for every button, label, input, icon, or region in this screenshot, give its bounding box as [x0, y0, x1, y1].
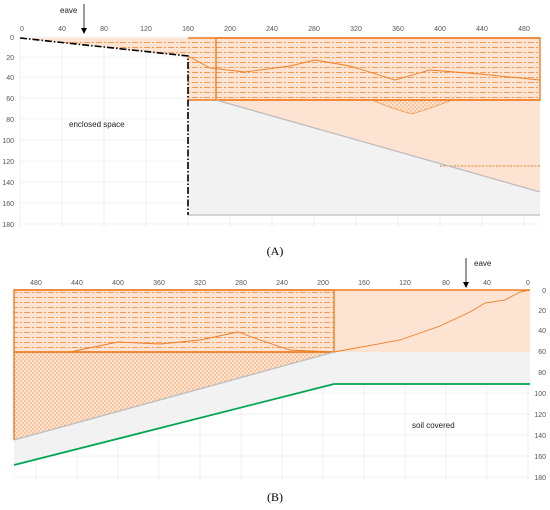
panel-a-eave-arrow — [81, 4, 87, 34]
panel-b-eave-label: eave — [474, 259, 492, 268]
y-tick: 180 — [534, 475, 546, 482]
panel-b-x-tick-labels: 480 440 400 360 320 280 240 200 160 120 … — [30, 280, 530, 287]
y-tick: 120 — [534, 412, 546, 419]
x-tick: 120 — [399, 280, 411, 287]
panel-a-y-tick-labels: 0 20 40 60 80 100 120 140 160 180 — [2, 35, 14, 229]
panel-b-soil-covered-label: soil covered — [412, 421, 455, 430]
x-tick: 80 — [100, 26, 108, 33]
y-tick: 180 — [2, 222, 14, 229]
panel-b-diagram: 480 440 400 360 320 280 240 200 160 120 … — [13, 258, 546, 482]
panel-a-enclosed-space-label: enclosed space — [69, 120, 125, 129]
x-tick: 400 — [434, 26, 446, 33]
y-tick: 0 — [542, 288, 546, 295]
y-tick: 40 — [538, 328, 546, 335]
y-tick: 140 — [534, 433, 546, 440]
x-tick: 280 — [308, 26, 320, 33]
panel-a-caption: (A) — [267, 244, 284, 258]
x-tick: 400 — [112, 280, 124, 287]
x-tick: 0 — [20, 26, 24, 33]
panel-b-ground-band — [14, 352, 530, 465]
y-tick: 140 — [2, 180, 14, 187]
panel-b-caption: (B) — [267, 490, 283, 504]
x-tick: 120 — [140, 26, 152, 33]
x-tick: 40 — [483, 280, 491, 287]
panel-b-orange-outline — [13, 289, 531, 440]
x-tick: 480 — [30, 280, 42, 287]
x-tick: 320 — [194, 280, 206, 287]
x-tick: 240 — [266, 26, 278, 33]
x-tick: 320 — [350, 26, 362, 33]
panel-b-y-tick-labels: 0 20 40 60 80 100 120 140 160 180 — [534, 288, 546, 482]
panel-b-grey-slope — [13, 351, 335, 441]
y-tick: 120 — [2, 159, 14, 166]
y-tick: 80 — [6, 117, 14, 124]
panel-a-building-outline — [19, 37, 189, 215]
x-tick: 360 — [153, 280, 165, 287]
x-tick: 280 — [235, 280, 247, 287]
x-tick: 200 — [224, 26, 236, 33]
panel-a-dotted-lens — [371, 99, 453, 115]
x-tick: 80 — [442, 280, 450, 287]
y-tick: 20 — [538, 308, 546, 315]
x-tick: 440 — [476, 26, 488, 33]
panel-a-diagram: 0 40 80 120 160 200 240 280 320 360 400 … — [2, 4, 541, 229]
x-tick: 240 — [276, 280, 288, 287]
panel-b-eave-arrow — [463, 258, 469, 288]
y-tick: 100 — [2, 138, 14, 145]
x-tick: 40 — [58, 26, 66, 33]
x-tick: 440 — [71, 280, 83, 287]
x-tick: 480 — [518, 26, 530, 33]
x-tick: 0 — [526, 280, 530, 287]
y-tick: 100 — [534, 391, 546, 398]
panel-a-roof-hatch — [20, 38, 540, 100]
panel-a-ground-area — [188, 100, 540, 215]
x-tick: 200 — [317, 280, 329, 287]
y-tick: 0 — [10, 35, 14, 42]
panel-a-x-tick-labels: 0 40 80 120 160 200 240 280 320 360 400 … — [20, 26, 530, 33]
panel-b-roof-hatch — [14, 290, 334, 352]
panel-b-soil-line — [13, 383, 530, 466]
x-tick: 160 — [182, 26, 194, 33]
x-tick: 360 — [392, 26, 404, 33]
y-tick: 60 — [6, 96, 14, 103]
y-tick: 60 — [538, 349, 546, 356]
panel-a-eave-label: eave — [60, 6, 78, 15]
y-tick: 80 — [538, 370, 546, 377]
x-tick: 160 — [358, 280, 370, 287]
panel-a-grey-lines — [188, 99, 541, 216]
y-tick: 40 — [6, 75, 14, 82]
y-tick: 160 — [2, 201, 14, 208]
y-tick: 20 — [6, 55, 14, 62]
panel-a-orange-outline — [187, 37, 541, 167]
y-tick: 160 — [534, 454, 546, 461]
